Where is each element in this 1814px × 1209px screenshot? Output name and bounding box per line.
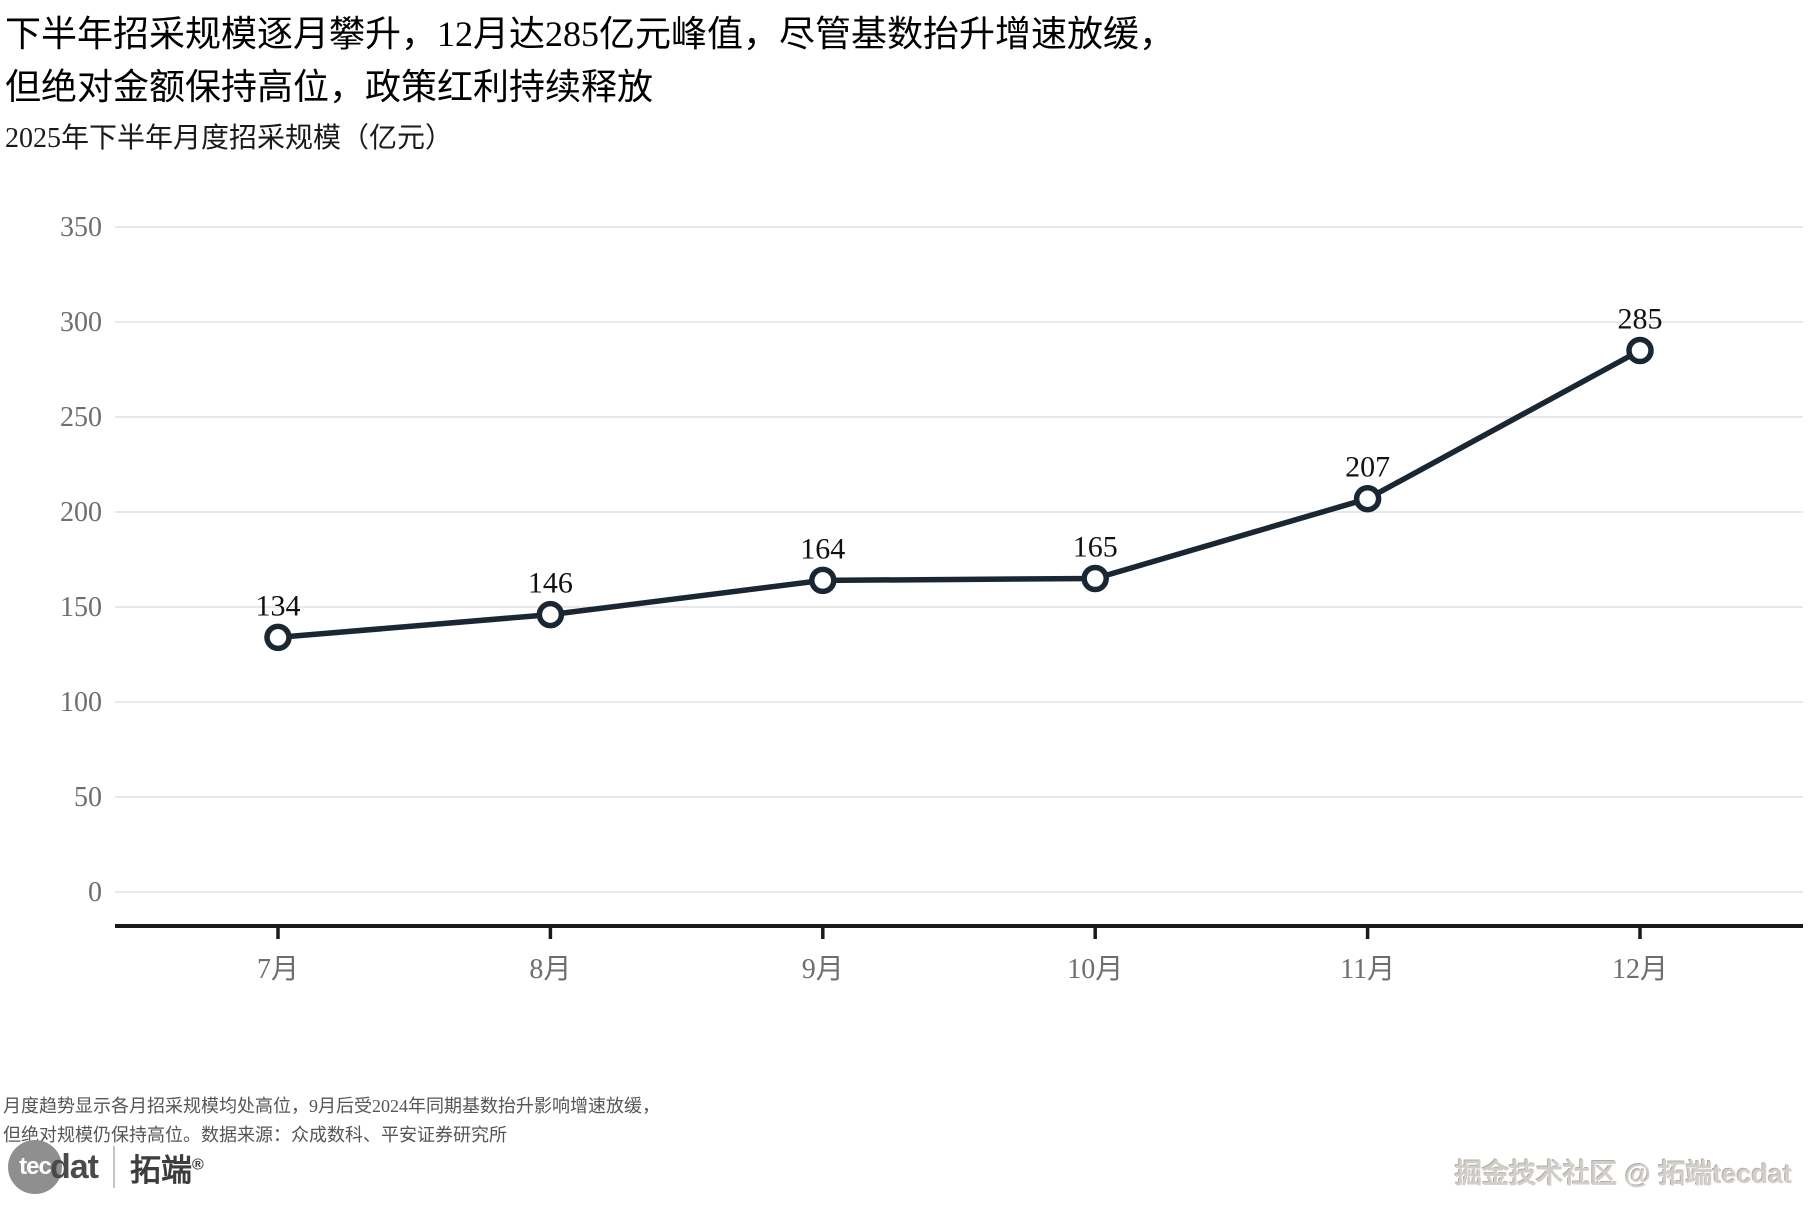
headline-line-2: 但绝对金额保持高位，政策红利持续释放 bbox=[5, 67, 654, 107]
data-point-label: 165 bbox=[1073, 531, 1118, 564]
x-tick-label: 7月 bbox=[257, 954, 299, 985]
footnote-line-2: 但绝对规模仍保持高位。数据来源：众成数科、平安证券研究所 bbox=[3, 1125, 507, 1145]
y-tick-label: 300 bbox=[60, 307, 102, 338]
y-tick-label: 0 bbox=[88, 877, 102, 908]
x-tick-label: 11月 bbox=[1340, 954, 1395, 985]
chart-headline: 下半年招采规模逐月攀升，12月达285亿元峰值，尽管基数抬升增速放缓， 但绝对金… bbox=[5, 8, 1175, 114]
data-point-label: 207 bbox=[1345, 451, 1390, 484]
y-tick-label: 200 bbox=[60, 497, 102, 528]
registered-mark: ® bbox=[192, 1156, 204, 1174]
logo-dat-text: dat bbox=[50, 1147, 99, 1186]
x-tick-label: 12月 bbox=[1612, 954, 1668, 985]
footnote: 月度趋势显示各月招采规模均处高位，9月后受2024年同期基数抬升影响增速放缓， … bbox=[3, 1092, 660, 1150]
logo-brand-cn: 拓端 bbox=[130, 1152, 192, 1188]
logo-brand-text: 拓端® bbox=[130, 1145, 204, 1190]
x-tick-label: 8月 bbox=[529, 954, 571, 985]
data-point-label: 146 bbox=[528, 567, 573, 600]
y-tick-label: 150 bbox=[60, 592, 102, 623]
x-tick-label: 10月 bbox=[1067, 954, 1123, 985]
logo-tec-text: tec bbox=[19, 1153, 52, 1180]
chart-subtitle: 2025年下半年月度招采规模（亿元） bbox=[5, 123, 454, 154]
data-point-marker bbox=[1081, 564, 1109, 593]
line-chart: 0 50 100 150 200 250 300 350 7月 8月 9月 10月 11月 12月 134 1… bbox=[60, 212, 1803, 985]
data-point-marker bbox=[1353, 484, 1382, 513]
y-tick-label: 250 bbox=[60, 402, 102, 433]
headline-line-1: 下半年招采规模逐月攀升，12月达285亿元峰值，尽管基数抬升增速放缓， bbox=[5, 14, 1176, 54]
tecdat-logo-circle: tec bbox=[8, 1140, 62, 1194]
data-point-label: 134 bbox=[256, 589, 301, 622]
watermark-text: 掘金技术社区 @ 拓端tecdat bbox=[1455, 1159, 1792, 1189]
y-tick-label: 50 bbox=[74, 782, 102, 813]
data-point-marker bbox=[536, 600, 565, 629]
data-point-marker bbox=[1626, 336, 1654, 365]
data-point-label: 285 bbox=[1618, 303, 1663, 336]
data-point-marker bbox=[264, 623, 292, 652]
y-tick-label: 100 bbox=[60, 687, 102, 718]
data-point-marker bbox=[809, 566, 837, 595]
logo-divider bbox=[113, 1146, 115, 1188]
x-tick-label: 9月 bbox=[802, 954, 844, 985]
series-line bbox=[275, 347, 1643, 641]
tecdat-logo: tec dat 拓端® bbox=[8, 1140, 204, 1194]
y-tick-label: 350 bbox=[60, 212, 102, 243]
data-point-label: 164 bbox=[800, 532, 845, 565]
footnote-line-1: 月度趋势显示各月招采规模均处高位，9月后受2024年同期基数抬升影响增速放缓， bbox=[3, 1096, 660, 1116]
